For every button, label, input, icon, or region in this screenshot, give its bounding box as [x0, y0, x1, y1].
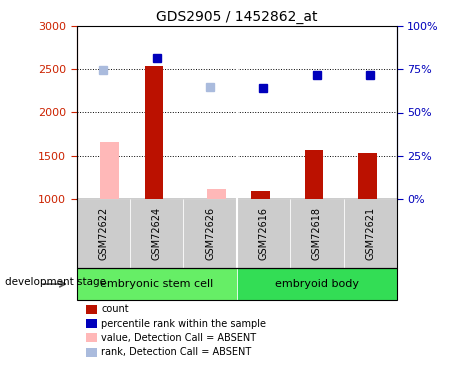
Text: percentile rank within the sample: percentile rank within the sample	[101, 319, 267, 328]
Text: GSM72618: GSM72618	[312, 207, 322, 260]
Bar	[305, 150, 323, 199]
Text: GSM72626: GSM72626	[205, 207, 215, 260]
Text: count: count	[101, 304, 129, 314]
Bar	[358, 153, 377, 199]
Text: GSM72616: GSM72616	[258, 207, 268, 260]
Text: GSM72622: GSM72622	[98, 207, 108, 260]
Text: embryonic stem cell: embryonic stem cell	[100, 279, 213, 289]
Bar	[252, 191, 270, 199]
Text: embryoid body: embryoid body	[275, 279, 359, 289]
Bar	[145, 66, 163, 199]
Text: GSM72624: GSM72624	[152, 207, 162, 260]
Text: rank, Detection Call = ABSENT: rank, Detection Call = ABSENT	[101, 347, 252, 357]
Text: value, Detection Call = ABSENT: value, Detection Call = ABSENT	[101, 333, 257, 343]
Title: GDS2905 / 1452862_at: GDS2905 / 1452862_at	[156, 10, 318, 24]
Text: development stage: development stage	[5, 277, 106, 287]
Bar	[207, 189, 226, 199]
Bar	[101, 142, 119, 199]
Text: GSM72621: GSM72621	[365, 207, 375, 260]
